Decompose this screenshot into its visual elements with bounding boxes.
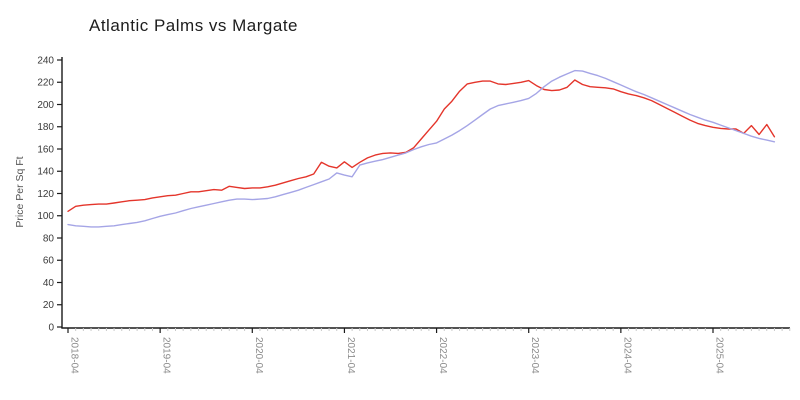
series-line-margate [67,69,776,228]
chart-title: Atlantic Palms vs Margate [89,16,299,35]
y-tick-label: 80 [43,233,55,244]
y-tick-label: 0 [48,322,54,333]
y-tick-label: 220 [37,78,54,89]
y-tick-label: 240 [37,55,54,66]
x-tick-label: 2019-04 [161,337,172,374]
y-tick-label: 60 [43,256,55,267]
x-tick-label: 2022-04 [437,337,448,374]
x-tick-label: 2024-04 [621,337,632,374]
y-tick-label: 40 [43,278,55,289]
y-tick-label: 20 [43,300,55,311]
x-tick-label: 2021-04 [345,337,356,374]
y-tick-label: 180 [37,122,54,133]
y-axis-title: Price Per Sq Ft [14,156,26,227]
y-tick-label: 140 [37,167,54,178]
x-tick-label: 2023-04 [529,337,540,374]
y-tick-label: 120 [37,189,54,200]
y-tick-label: 160 [37,144,54,155]
x-tick-label: 2020-04 [253,337,264,374]
x-tick-label: 2018-04 [69,337,80,374]
series-line-atlantic-palms [67,79,776,213]
y-tick-label: 100 [37,211,54,222]
y-tick-label: 200 [37,100,54,111]
x-tick-label: 2025-04 [714,337,725,374]
